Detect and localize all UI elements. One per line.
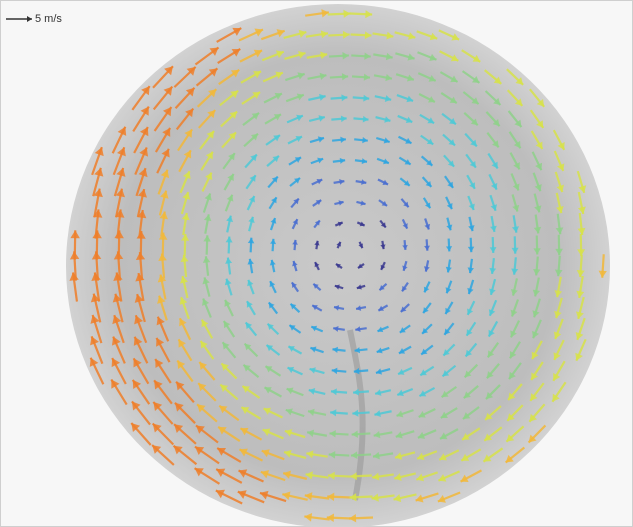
vector-field-figure: 5 m/s xyxy=(0,0,633,527)
scale-label: 5 m/s xyxy=(35,13,62,25)
